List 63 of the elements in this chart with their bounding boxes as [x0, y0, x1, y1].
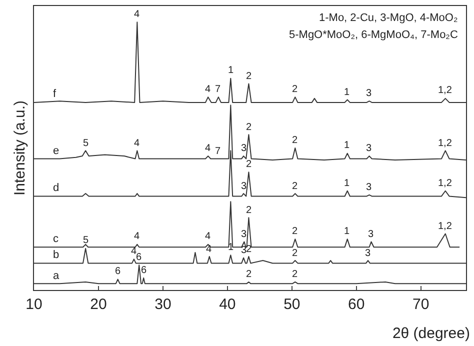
- annotation: 2: [246, 205, 252, 216]
- annotation: 4: [205, 143, 211, 154]
- x-tick-label: 30: [154, 296, 172, 313]
- annotation: 6: [141, 265, 147, 276]
- annotation: 7: [215, 146, 221, 157]
- annotation: 1,2: [438, 138, 452, 149]
- x-tick-label: 10: [26, 296, 42, 313]
- annotation: 3: [241, 181, 247, 192]
- annotation: 5: [83, 138, 89, 149]
- annotation: 4: [205, 231, 211, 242]
- annotation: 2: [292, 135, 298, 146]
- annotation: 3: [365, 248, 371, 259]
- x-tick-label: 40: [219, 296, 236, 313]
- annotation: 1: [344, 226, 350, 237]
- series-label: d: [53, 182, 60, 194]
- annotation: 1: [344, 87, 350, 98]
- series-label: b: [53, 249, 60, 261]
- annotation: 4: [206, 244, 212, 255]
- annotation: 3: [366, 88, 372, 99]
- annotation: 6: [115, 266, 121, 277]
- annotation: 1: [344, 140, 350, 151]
- annotation: 4: [205, 84, 211, 95]
- annotation: 1: [228, 65, 234, 76]
- y-axis-title: Intensity (a.u.): [11, 100, 28, 196]
- x-axis-title: 2θ (degree): [392, 325, 470, 342]
- annotation: 4: [134, 231, 140, 242]
- annotation: 2: [292, 248, 298, 259]
- x-tick-label: 20: [90, 296, 107, 313]
- annotation: 1: [344, 178, 350, 189]
- annotation: 3: [241, 245, 247, 256]
- annotation: 6: [136, 252, 142, 263]
- annotation: 2: [292, 84, 298, 95]
- annotation: 3: [241, 143, 247, 154]
- annotation: 1: [228, 242, 234, 253]
- series-label: f: [53, 88, 57, 100]
- annotation: 3: [366, 143, 372, 154]
- annotation: 2: [246, 71, 252, 82]
- annotation: 3: [368, 229, 374, 240]
- annotation: 2: [292, 181, 298, 192]
- annotation: 3: [366, 182, 372, 193]
- annotation: 1,2: [438, 221, 452, 232]
- annotation: 2: [292, 226, 298, 237]
- annotation: 1,2: [438, 178, 452, 189]
- annotation: 1-Mo, 2-Cu, 3-MgO, 4-MoO₂: [319, 12, 458, 24]
- annotation: 4: [134, 138, 140, 149]
- annotation: 4: [131, 246, 137, 257]
- annotation: 2: [246, 159, 252, 170]
- annotation: 5-MgO*MoO₂, 6-MgMoO₄, 7-Mo₂C: [289, 29, 458, 41]
- annotation: 2: [246, 244, 252, 255]
- series-label: e: [53, 145, 60, 157]
- x-tick-label: 70: [412, 296, 430, 313]
- x-tick-label: 60: [348, 296, 365, 313]
- annotation: 2: [246, 122, 252, 133]
- x-tick-label: 50: [284, 296, 300, 313]
- annotation: 1,2: [438, 85, 452, 96]
- annotation: 7: [215, 84, 221, 95]
- annotation: 2: [292, 269, 298, 280]
- annotation: 2: [246, 269, 252, 280]
- annotation: 3: [241, 229, 247, 240]
- annotation: 4: [134, 9, 140, 20]
- series-label: a: [53, 270, 60, 282]
- series-label: c: [53, 233, 59, 245]
- annotation: 5: [83, 235, 89, 246]
